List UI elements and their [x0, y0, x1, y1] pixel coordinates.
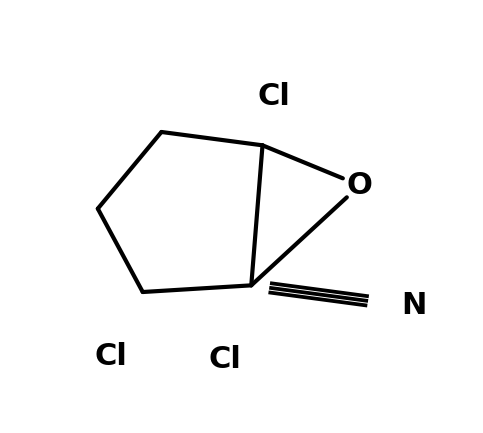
- Text: Cl: Cl: [257, 82, 290, 111]
- Text: O: O: [347, 171, 373, 200]
- Text: Cl: Cl: [209, 346, 242, 375]
- Text: Cl: Cl: [94, 342, 127, 371]
- Text: N: N: [401, 291, 426, 320]
